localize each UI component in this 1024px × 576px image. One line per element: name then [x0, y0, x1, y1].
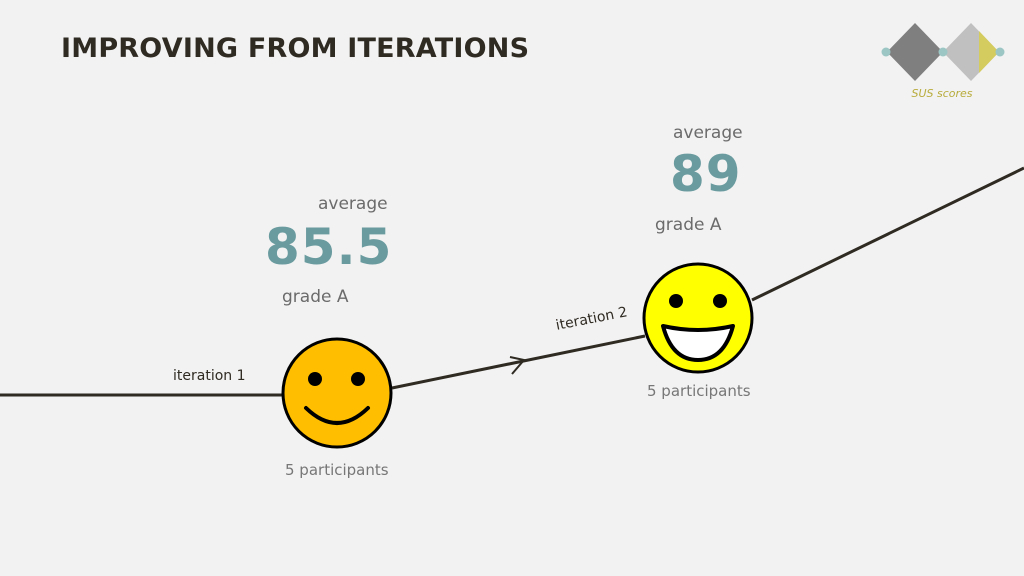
iteration-2-grade: grade A: [655, 215, 722, 235]
face-2-mouth: [661, 324, 735, 362]
iteration-2-average-label: average: [673, 123, 743, 143]
face-1-right-eye: [351, 372, 365, 386]
face-1-left-eye: [308, 372, 322, 386]
iteration-1-label: iteration 1: [173, 368, 246, 384]
logo-caption: SUS scores: [911, 87, 973, 100]
line-segment-2: [391, 334, 646, 390]
iteration-1-average-label: average: [318, 194, 388, 214]
sus-logo-icon: [881, 23, 1005, 81]
page-title: IMPROVING FROM ITERATIONS: [61, 33, 530, 64]
progress-line: [0, 166, 1024, 397]
iteration-2-participants: 5 participants: [647, 382, 751, 400]
face-1-head: [281, 337, 393, 449]
iteration-1-grade: grade A: [282, 287, 349, 307]
arrow-head-icon: [509, 356, 526, 375]
face-2-left-eye: [669, 294, 683, 308]
iteration-1-score: 85.5: [265, 218, 393, 276]
grinning-face-icon: [642, 262, 754, 374]
smiling-face-icon: [281, 337, 393, 449]
iteration-1-participants: 5 participants: [285, 461, 389, 479]
face-2-right-eye: [713, 294, 727, 308]
line-segment-3: [751, 166, 1024, 302]
iteration-2-score: 89: [670, 145, 742, 203]
face-1-mouth: [304, 406, 370, 425]
